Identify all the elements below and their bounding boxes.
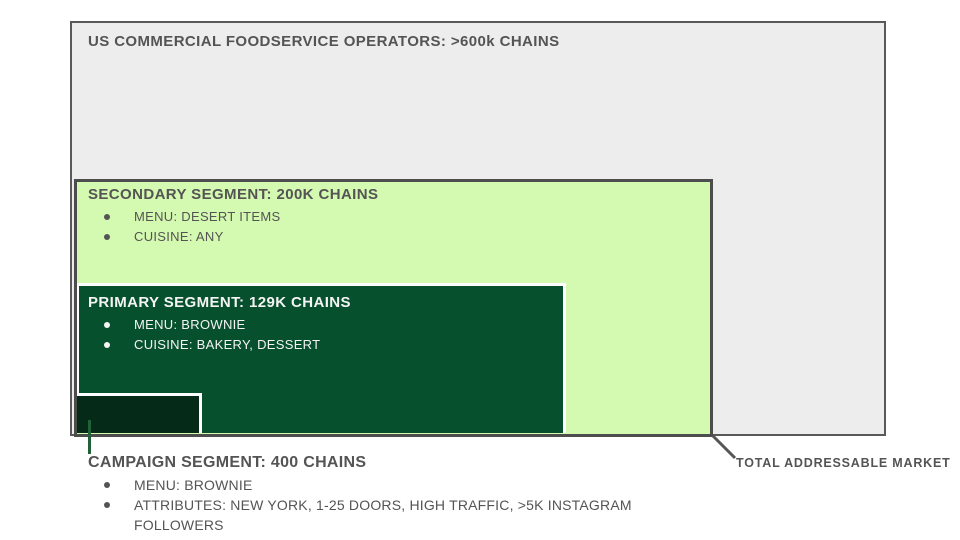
list-item: MENU: BROWNIE bbox=[88, 475, 634, 495]
bullet-dot-icon bbox=[104, 482, 110, 488]
list-item: ATTRIBUTES: NEW YORK, 1-25 DOORS, HIGH T… bbox=[88, 495, 634, 535]
secondary-segment-bullets: MENU: DESERT ITEMS CUISINE: ANY bbox=[88, 207, 378, 247]
total-market-title: US COMMERCIAL FOODSERVICE OPERATORS: >60… bbox=[88, 33, 560, 50]
bullet-dot-icon bbox=[104, 502, 110, 508]
campaign-connector-line bbox=[88, 420, 91, 454]
list-item: CUISINE: ANY bbox=[88, 227, 378, 247]
bullet-text: ATTRIBUTES: NEW YORK, 1-25 DOORS, HIGH T… bbox=[134, 497, 632, 533]
tam-label: TOTAL ADDRESSABLE MARKET bbox=[736, 456, 951, 470]
list-item: MENU: BROWNIE bbox=[88, 315, 351, 335]
tam-leader-line bbox=[711, 434, 737, 460]
campaign-segment-box bbox=[77, 393, 202, 433]
primary-segment-text: PRIMARY SEGMENT: 129K CHAINS MENU: BROWN… bbox=[88, 294, 351, 355]
primary-segment-bullets: MENU: BROWNIE CUISINE: BAKERY, DESSERT bbox=[88, 315, 351, 355]
campaign-segment-title: CAMPAIGN SEGMENT: 400 CHAINS bbox=[88, 454, 367, 471]
secondary-segment-title: SECONDARY SEGMENT: 200K CHAINS bbox=[88, 186, 379, 203]
bullet-text: MENU: BROWNIE bbox=[134, 317, 246, 332]
primary-segment-title: PRIMARY SEGMENT: 129K CHAINS bbox=[88, 294, 351, 311]
list-item: MENU: DESERT ITEMS bbox=[88, 207, 378, 227]
secondary-segment-text: SECONDARY SEGMENT: 200K CHAINS MENU: DES… bbox=[88, 186, 378, 247]
campaign-segment-bullets: MENU: BROWNIE ATTRIBUTES: NEW YORK, 1-25… bbox=[88, 475, 634, 535]
bullet-text: MENU: BROWNIE bbox=[134, 477, 253, 493]
campaign-segment-text: CAMPAIGN SEGMENT: 400 CHAINS MENU: BROWN… bbox=[88, 454, 634, 535]
bullet-dot-icon bbox=[104, 214, 110, 220]
bullet-dot-icon bbox=[104, 322, 110, 328]
bullet-text: CUISINE: BAKERY, DESSERT bbox=[134, 337, 321, 352]
bullet-text: MENU: DESERT ITEMS bbox=[134, 209, 281, 224]
bullet-dot-icon bbox=[104, 342, 110, 348]
list-item: CUISINE: BAKERY, DESSERT bbox=[88, 335, 351, 355]
bullet-dot-icon bbox=[104, 234, 110, 240]
bullet-text: CUISINE: ANY bbox=[134, 229, 224, 244]
